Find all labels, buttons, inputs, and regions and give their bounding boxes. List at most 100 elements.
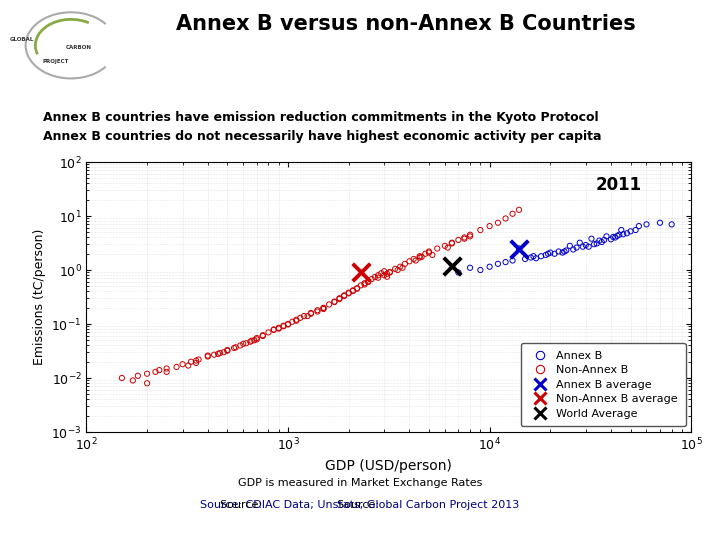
Point [379, 271, 390, 280]
Point [408, 255, 420, 264]
Point [549, 249, 560, 258]
Point [560, 246, 572, 255]
Point [338, 291, 350, 300]
Point [446, 261, 458, 270]
Point [161, 368, 172, 376]
Point [202, 352, 214, 360]
Point [492, 218, 504, 227]
Point [351, 284, 363, 293]
Point [333, 295, 345, 303]
Point [397, 264, 408, 272]
Point [613, 231, 625, 239]
Point [633, 222, 644, 231]
Point [116, 374, 127, 382]
Point [382, 269, 393, 278]
Point [492, 260, 504, 268]
Text: GDP is measured in Market Exchange Rates: GDP is measured in Market Exchange Rates [238, 478, 482, 488]
Point [611, 232, 623, 240]
Point [208, 350, 220, 359]
Point [257, 332, 269, 340]
Point [390, 265, 401, 273]
Point [355, 281, 366, 289]
Point [580, 241, 592, 249]
Point [273, 323, 284, 332]
Text: GLOBAL: GLOBAL [10, 37, 35, 42]
Point [410, 256, 421, 265]
Point [222, 346, 233, 354]
Point [618, 230, 629, 239]
Point [500, 258, 511, 266]
Point [359, 280, 370, 289]
Point [484, 222, 495, 231]
Point [190, 356, 202, 365]
Point [248, 336, 260, 345]
Point [268, 325, 279, 334]
Point [591, 239, 603, 248]
Point [372, 271, 384, 280]
Point [347, 287, 359, 295]
Point [282, 320, 294, 329]
Point [557, 248, 568, 257]
Point [298, 312, 310, 320]
Point [294, 314, 306, 322]
Point [240, 339, 252, 348]
Point [641, 220, 652, 228]
Text: CARBON: CARBON [66, 45, 92, 50]
Point [202, 352, 214, 361]
Point [416, 253, 428, 261]
Point [222, 346, 233, 355]
Point [263, 328, 274, 336]
Point [500, 214, 511, 223]
Point [596, 238, 608, 246]
Point [423, 248, 435, 257]
Point [273, 325, 284, 333]
Point [318, 304, 329, 313]
Point [464, 231, 476, 239]
Point [362, 278, 374, 286]
Point [150, 368, 161, 376]
Text: PROJECT: PROJECT [42, 59, 69, 64]
Text: Source:: Source: [337, 500, 383, 510]
Point [439, 241, 451, 250]
Point [212, 349, 224, 358]
Point [598, 235, 610, 244]
Point [459, 234, 470, 243]
Point [182, 361, 194, 370]
Point [540, 251, 552, 259]
Point [513, 244, 525, 253]
Point [312, 306, 323, 314]
Point [513, 244, 525, 253]
Point [571, 244, 582, 252]
Point [525, 253, 536, 262]
Point [453, 235, 464, 244]
Point [302, 312, 313, 320]
Point [257, 331, 269, 340]
Point [305, 309, 317, 318]
Point [362, 277, 374, 286]
Point [291, 315, 302, 324]
Point [528, 252, 539, 260]
Y-axis label: Emissions (tC/person): Emissions (tC/person) [32, 229, 46, 365]
Point [567, 245, 579, 254]
Point [238, 340, 249, 348]
Point [372, 273, 384, 282]
Point [382, 272, 393, 281]
Point [399, 260, 410, 268]
Point [333, 294, 345, 302]
Point [251, 334, 263, 342]
Point [218, 348, 230, 356]
Point [230, 343, 241, 352]
Point [588, 240, 600, 248]
Point [464, 264, 476, 272]
Point [384, 268, 395, 277]
Point [474, 266, 486, 274]
Point [287, 318, 298, 326]
Point [446, 239, 458, 248]
Text: Source:: Source: [220, 500, 265, 510]
Point [442, 244, 454, 252]
Point [564, 241, 575, 250]
Point [278, 322, 289, 330]
Point [132, 372, 143, 380]
Point [355, 268, 366, 277]
Point [431, 244, 443, 253]
